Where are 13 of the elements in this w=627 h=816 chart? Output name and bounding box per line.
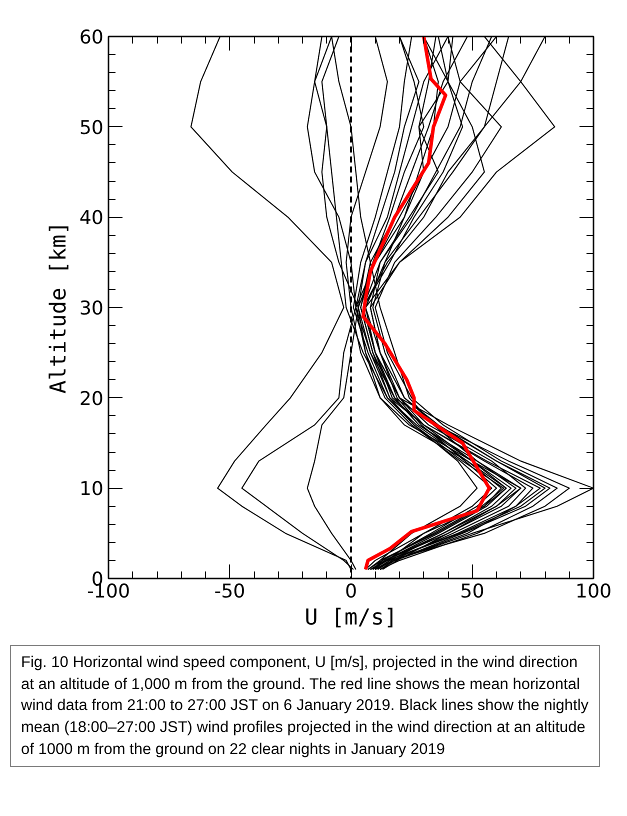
y-tick-label: 60	[79, 26, 104, 48]
caption: Fig. 10 Horizontal wind speed component, U [m/s], projected in the wind direction at an altitude of 1,000 m from the ground. The red line shows the mean horizontal wind data from 21:00 to 27:00 JST on 6 January 2019. Black lines show the nightly mean (18:00–27:00 JST) wind profiles projected in the wind direction at an altitude of 1000 m from the ground on 22 clear nights in January 2019	[21, 653, 589, 760]
x-axis-title: U [m/s]	[304, 606, 398, 630]
y-tick-label: 30	[79, 298, 104, 320]
y-tick-label: 10	[79, 478, 104, 500]
y-axis-title: Altitude [km]	[46, 221, 72, 394]
x-tick-label: -50	[214, 580, 246, 602]
y-tick-label: 50	[79, 116, 104, 139]
x-tick-label: 0	[344, 580, 358, 602]
x-tick-label: 100	[575, 580, 612, 602]
y-tick-label: 20	[79, 388, 104, 410]
x-tick-label: 50	[460, 580, 484, 602]
y-tick-label: 40	[79, 207, 104, 230]
